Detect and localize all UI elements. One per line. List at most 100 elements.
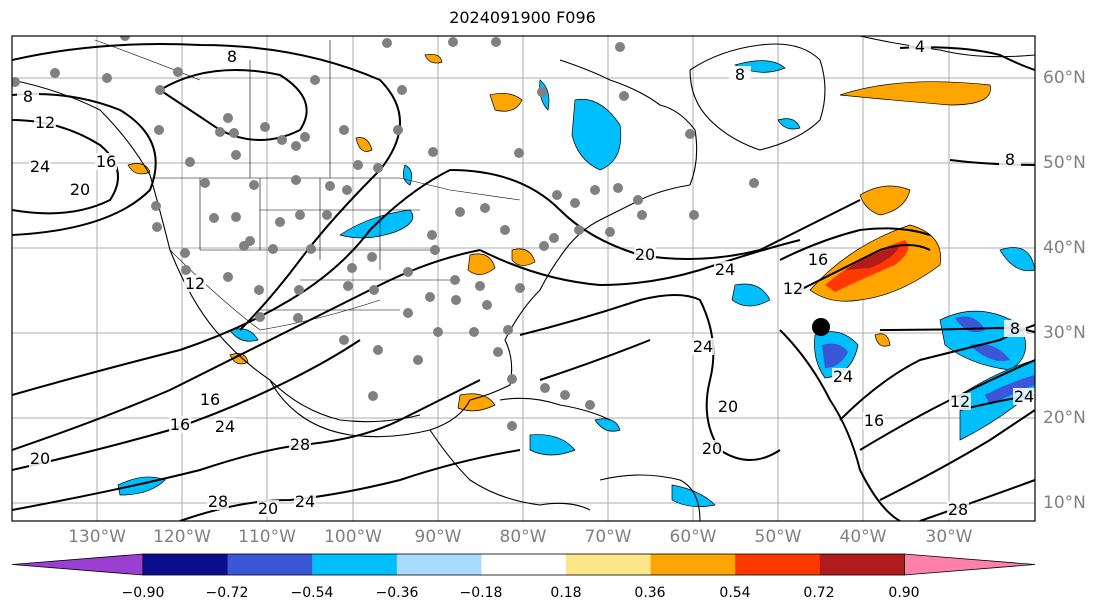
contour-label: 8 xyxy=(23,87,33,106)
contour-label-bg xyxy=(184,275,206,292)
colorbar-outline xyxy=(142,553,905,576)
colorbar-tick-label: −0.72 xyxy=(205,585,249,601)
colorbar-tick-label: 0.36 xyxy=(634,585,666,601)
colorbar-swatch xyxy=(650,554,736,575)
contour-label: 20 xyxy=(635,245,655,264)
colorbar-swatch xyxy=(227,554,313,575)
station-dots xyxy=(12,36,759,431)
contour-label: 20 xyxy=(30,449,50,468)
contour-label: 16 xyxy=(808,250,828,269)
contour-label: 4 xyxy=(915,37,925,56)
contour-label: 20 xyxy=(702,439,722,458)
contour-label-bg xyxy=(257,500,279,517)
contour-label: 20 xyxy=(258,499,278,518)
contour-label-bg xyxy=(947,501,969,518)
contour-label-bg xyxy=(207,493,229,510)
contour-label-bg xyxy=(214,418,236,435)
contour-label: 24 xyxy=(30,157,50,176)
colorbar-under-triangle xyxy=(11,553,144,576)
contour-label: 12 xyxy=(950,392,970,411)
contour-label-bg xyxy=(692,338,714,355)
contour-label: 24 xyxy=(715,260,735,279)
contour-label: 24 xyxy=(833,367,853,386)
political-borders xyxy=(94,39,521,331)
colorbar-tick-label: −0.90 xyxy=(121,585,165,601)
contour-label: 12 xyxy=(35,113,55,132)
contour-label: 28 xyxy=(290,435,310,454)
lat-label: 20°N xyxy=(1043,408,1086,428)
contour-label-bg xyxy=(634,246,656,263)
colorbar-tick-label: −0.54 xyxy=(290,585,334,601)
contour-label: 24 xyxy=(295,492,315,511)
contour-label-bg xyxy=(701,440,723,457)
colorbar-tick-label: 0.90 xyxy=(888,585,920,601)
contour-label: 24 xyxy=(215,417,235,436)
lat-label: 10°N xyxy=(1043,493,1086,513)
contour-label-bg xyxy=(1013,388,1035,405)
coastlines xyxy=(12,36,1035,521)
colorbar-tick-label: 0.72 xyxy=(803,585,835,601)
colorbar-tick-label: −0.18 xyxy=(459,585,503,601)
contour-label-bg xyxy=(1004,320,1026,337)
contour-label: 20 xyxy=(718,397,738,416)
colorbar-swatch xyxy=(819,554,905,575)
contour-label-bg xyxy=(221,48,243,65)
contour-label-bg xyxy=(69,181,91,198)
contour-label: 12 xyxy=(783,279,803,298)
lon-label: 60°W xyxy=(669,527,717,547)
contour-label-bg xyxy=(832,368,854,385)
lat-label: 60°N xyxy=(1043,68,1086,88)
positive-anomaly-regions xyxy=(127,53,991,412)
contour-label: 8 xyxy=(1005,150,1015,169)
contour-label: 8 xyxy=(735,65,745,84)
contour-label-bg xyxy=(714,261,736,278)
colorbar xyxy=(11,553,1036,576)
contour-label: 24 xyxy=(693,337,713,356)
lon-label: 80°W xyxy=(499,527,547,547)
lon-label: 30°W xyxy=(925,527,973,547)
contour-label-bg xyxy=(29,158,51,175)
contour-label: 16 xyxy=(170,415,190,434)
lon-label: 70°W xyxy=(584,527,632,547)
contour-label-bg xyxy=(95,153,117,170)
colorbar-swatch xyxy=(566,554,652,575)
contour-label: 12 xyxy=(185,274,205,293)
contour-label-bg xyxy=(717,398,739,415)
lon-label: 90°W xyxy=(414,527,462,547)
lon-label: 40°W xyxy=(839,527,887,547)
contour-label-bg xyxy=(909,38,931,55)
contour-label: 16 xyxy=(200,390,220,409)
lat-label: 30°N xyxy=(1043,323,1086,343)
lon-label: 120°W xyxy=(153,527,211,547)
storm-center-marker xyxy=(812,318,830,336)
contour-label-bg xyxy=(294,493,316,510)
lon-label: 50°W xyxy=(754,527,802,547)
colorbar-swatch xyxy=(312,554,398,575)
contour-label-bg xyxy=(17,88,39,105)
colorbar-swatch xyxy=(143,554,229,575)
contour-label: 16 xyxy=(864,411,884,430)
lon-label: 110°W xyxy=(238,527,296,547)
lat-label: 40°N xyxy=(1043,238,1086,258)
contour-label: 8 xyxy=(227,47,237,66)
colorbar-tick-label: 0.54 xyxy=(719,585,751,601)
map-title: 2024091900 F096 xyxy=(449,8,596,27)
contour-label: 28 xyxy=(208,492,228,511)
contour-label-bg xyxy=(199,391,221,408)
colorbar-over-triangle xyxy=(904,553,1036,576)
colorbar-swatch xyxy=(481,554,567,575)
contour-label-bg xyxy=(863,412,885,429)
colorbar-swatch xyxy=(396,554,482,575)
contour-label: 16 xyxy=(96,152,116,171)
colorbar-swatch xyxy=(735,554,821,575)
contour-label-bg xyxy=(782,280,804,297)
colorbar-tick-label: 0.18 xyxy=(550,585,582,601)
colorbar-tick-label: −0.36 xyxy=(375,585,419,601)
contour-label-bg xyxy=(729,66,751,83)
map-frame xyxy=(11,35,1036,522)
contour-label-bg xyxy=(169,416,191,433)
contour-label-bg xyxy=(29,450,51,467)
contour-label-bg xyxy=(34,114,56,131)
